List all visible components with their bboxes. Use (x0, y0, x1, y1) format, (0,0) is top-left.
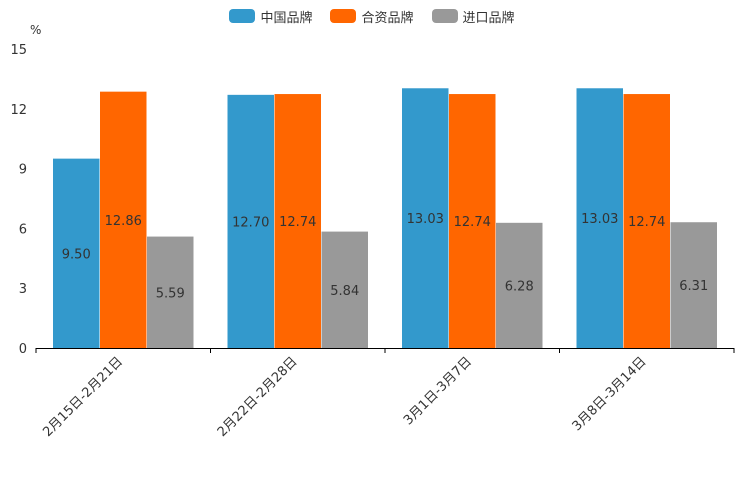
legend-item-import-brand[interactable]: 进口品牌 (431, 6, 515, 26)
bar-data-label: 13.03 (407, 212, 444, 227)
legend-label-jv-brand: 合资品牌 (361, 10, 414, 26)
x-category-label: 2月15日-2月21日 (40, 354, 126, 440)
y-tick-label: 9 (19, 163, 27, 178)
y-tick-label: 12 (10, 103, 27, 118)
legend-label-china-brand: 中国品牌 (260, 10, 313, 26)
bar-data-label: 13.03 (581, 212, 618, 227)
bar-data-label: 6.31 (679, 279, 708, 294)
bar-data-label: 12.70 (232, 215, 269, 230)
y-tick-label: 6 (19, 222, 27, 237)
bar-data-label: 6.28 (505, 279, 534, 294)
bar[interactable] (449, 94, 496, 348)
bar-data-label: 5.84 (330, 284, 359, 299)
bar[interactable] (227, 94, 275, 348)
legend-swatch-import-brand (431, 9, 458, 23)
bar[interactable] (576, 88, 624, 348)
bar[interactable] (670, 222, 718, 348)
bar[interactable] (147, 236, 194, 348)
x-category-label: 3月1日-3月7日 (401, 354, 475, 428)
legend: 中国品牌 合资品牌 进口品牌 (0, 6, 744, 26)
bar-data-label: 12.74 (454, 215, 491, 230)
bar[interactable] (274, 94, 322, 348)
bar[interactable] (321, 231, 369, 348)
y-axis-unit-label: % (30, 23, 41, 37)
bar-data-label: 12.74 (279, 215, 316, 230)
bar[interactable] (53, 158, 100, 348)
bar-data-label: 12.74 (628, 215, 665, 230)
y-tick-label: 15 (10, 43, 27, 58)
legend-swatch-jv-brand (330, 9, 357, 23)
bar[interactable] (496, 222, 543, 348)
x-category-label: 2月22日-2月28日 (215, 354, 301, 440)
x-category-label: 3月8日-3月14日 (570, 354, 650, 434)
bar-data-label: 12.86 (105, 214, 142, 229)
bar[interactable] (402, 88, 449, 348)
legend-item-china-brand[interactable]: 中国品牌 (229, 6, 312, 26)
bar[interactable] (100, 91, 147, 348)
bar-data-label: 9.50 (62, 247, 91, 262)
bar-data-label: 5.59 (156, 286, 185, 301)
legend-label-import-brand: 进口品牌 (462, 10, 515, 26)
legend-swatch-china-brand (229, 9, 256, 23)
bar[interactable] (623, 94, 671, 348)
y-tick-label: 0 (19, 342, 27, 357)
y-tick-label: 3 (19, 282, 27, 297)
legend-item-jv-brand[interactable]: 合资品牌 (330, 6, 414, 26)
